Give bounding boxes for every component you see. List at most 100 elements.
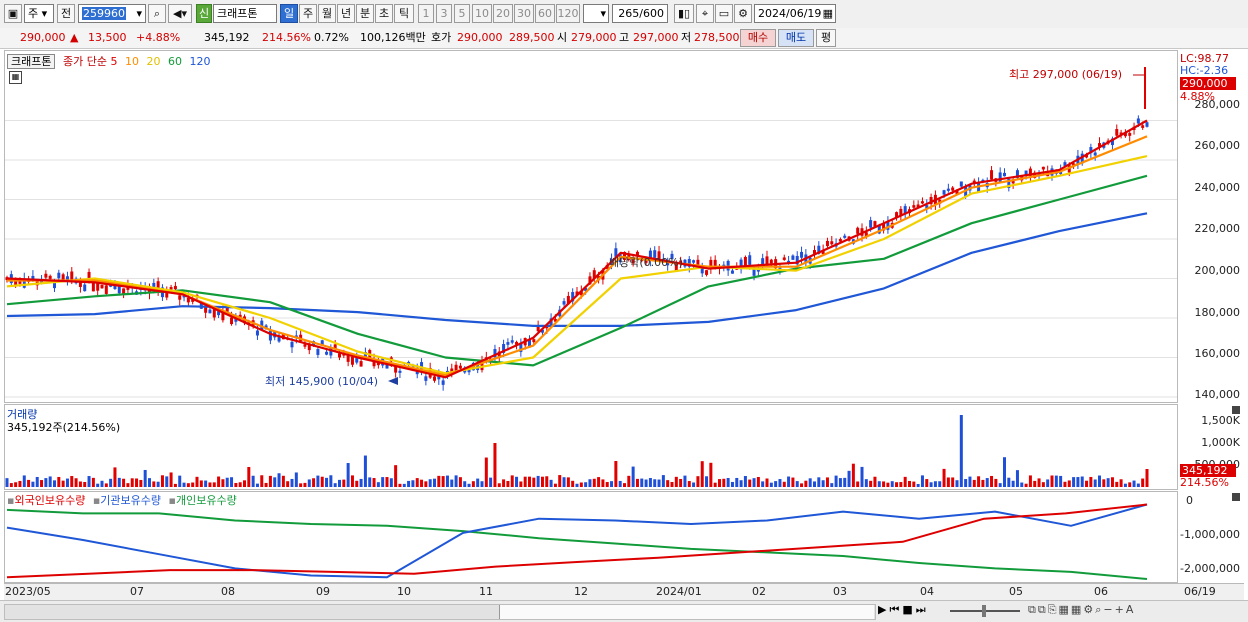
count-field[interactable]: 265/600 xyxy=(612,4,668,23)
candle-body xyxy=(825,240,829,247)
price-chart-panel[interactable]: 크래프톤 종가 단순 5 10 20 60 120 ▦ 최고 297,000 (… xyxy=(4,50,1178,403)
interval-20[interactable]: 20 xyxy=(493,4,513,23)
rewind-icon[interactable]: ⏮ xyxy=(889,603,903,616)
ma-60-label: 60 xyxy=(167,55,182,68)
volume-chart-panel[interactable]: 거래량 345,192주(214.56%) xyxy=(4,404,1178,490)
interval-120[interactable]: 120 xyxy=(556,4,580,23)
interval-1[interactable]: 1 xyxy=(418,4,434,23)
candle-body xyxy=(316,349,320,355)
search-icon[interactable]: ⌕ xyxy=(148,4,166,23)
period-week[interactable]: 주 xyxy=(299,4,317,23)
interval-5[interactable]: 5 xyxy=(454,4,470,23)
volume-bar xyxy=(925,479,929,487)
zoom-in-icon[interactable]: ⌕ xyxy=(1095,603,1104,616)
save-icon[interactable]: ▭ xyxy=(715,4,733,23)
interval-60[interactable]: 60 xyxy=(535,4,555,23)
chevron-down-icon[interactable]: ▾ xyxy=(136,7,142,20)
volume-bar xyxy=(286,481,290,487)
volume-y-axis: 1,500K 1,000K 500,000 345,192 214.56% xyxy=(1178,404,1244,490)
play-controls[interactable]: ▶⏮■⏭ xyxy=(878,603,929,617)
volume-bar xyxy=(389,478,393,487)
volume-bar xyxy=(946,477,950,487)
volume-bar xyxy=(674,476,678,487)
volume-bar xyxy=(981,479,985,487)
zoom-slider-handle[interactable] xyxy=(982,605,986,617)
calendar-icon[interactable]: ▦ xyxy=(822,7,833,20)
candle-body xyxy=(497,351,501,358)
close-icon[interactable] xyxy=(1232,493,1240,501)
interval-10[interactable]: 10 xyxy=(472,4,492,23)
volume-bar xyxy=(1089,476,1093,487)
forward-icon[interactable]: ⏭ xyxy=(915,603,929,616)
stock-name-tag[interactable]: 크래프톤 xyxy=(7,54,56,69)
candle-body xyxy=(493,349,497,358)
holding-chart-panel[interactable]: ▪외국인보유수량 ▪기관보유수량 ▪개인보유수량 xyxy=(4,491,1178,583)
period-year[interactable]: 년 xyxy=(337,4,355,23)
candle-body xyxy=(515,341,519,345)
volume-bar xyxy=(143,469,147,487)
x-label: 05 xyxy=(1009,585,1023,598)
volume-bar xyxy=(1059,475,1063,487)
crosshair-icon[interactable]: ⌖ xyxy=(696,4,714,23)
period-month[interactable]: 월 xyxy=(318,4,336,23)
settings-icon[interactable]: ⚙ xyxy=(1083,603,1096,616)
copy-icon[interactable]: ⎘ xyxy=(1047,603,1059,616)
plus-icon[interactable]: + xyxy=(1114,603,1126,616)
code-input[interactable]: 259960 ▾ xyxy=(78,4,146,23)
period-day[interactable]: 일 xyxy=(280,4,298,23)
eval-button[interactable]: 평 xyxy=(816,29,836,47)
zoom-tools[interactable]: ⧉⧉⎘▦▦⚙⌕−+A xyxy=(1028,603,1135,617)
candle-body xyxy=(40,280,44,284)
stock-name-field[interactable]: 크래프톤 xyxy=(213,4,277,23)
current-volume-tag: 345,192 xyxy=(1180,464,1236,477)
volume-bar xyxy=(230,477,234,487)
date-field[interactable]: 2024/06/19 ▦ xyxy=(754,4,836,23)
scrollbar-thumb[interactable] xyxy=(499,605,874,619)
play-icon[interactable]: ▶ xyxy=(878,603,890,616)
period-minute[interactable]: 분 xyxy=(356,4,374,23)
sell-button[interactable]: 매도 xyxy=(778,29,814,47)
market-type-select[interactable]: 주 ▾ xyxy=(24,4,54,23)
volume-bar xyxy=(445,475,449,487)
layout-icon[interactable]: ▣ xyxy=(4,4,22,23)
close-icon[interactable] xyxy=(1232,406,1240,414)
volume-bar xyxy=(1067,480,1071,487)
period-tick[interactable]: 틱 xyxy=(394,4,414,23)
volume-bar xyxy=(1007,477,1011,487)
volume-bar xyxy=(467,483,471,487)
volume-bar xyxy=(424,481,428,487)
volume-bar xyxy=(510,475,514,487)
interval-custom[interactable]: ▾ xyxy=(583,4,609,23)
period-second[interactable]: 초 xyxy=(375,4,393,23)
volume-bar xyxy=(31,481,35,487)
candle-body xyxy=(398,370,402,373)
quote-high: 297,000 xyxy=(633,31,679,44)
volume-bar xyxy=(303,482,307,487)
scrollbar[interactable] xyxy=(4,604,876,620)
speaker-icon[interactable]: ◀▾ xyxy=(168,4,192,23)
volume-bar xyxy=(156,481,160,487)
buy-button[interactable]: 매수 xyxy=(740,29,776,47)
stop-icon[interactable]: ■ xyxy=(902,603,916,616)
font-icon[interactable]: A xyxy=(1125,603,1136,616)
candle-icon[interactable]: ▮▯ xyxy=(674,4,694,23)
minus-icon[interactable]: − xyxy=(1103,603,1115,616)
candle-body xyxy=(920,201,924,204)
window-icon[interactable]: ⧉⧉ xyxy=(1028,603,1048,616)
volume-bar xyxy=(778,479,782,487)
volume-bar xyxy=(648,478,652,487)
volume-bar xyxy=(420,479,424,487)
candle-body xyxy=(545,326,549,329)
candle-body xyxy=(122,288,126,294)
grid-icon[interactable]: ▦ xyxy=(9,71,22,84)
interval-3[interactable]: 3 xyxy=(436,4,452,23)
gear-icon[interactable]: ⚙ xyxy=(734,4,752,23)
price-chart-svg xyxy=(5,67,1177,398)
prev-button[interactable]: 전 xyxy=(57,4,75,23)
quote-volume-ratio: 214.56% xyxy=(262,31,311,44)
volume-bar xyxy=(476,478,480,487)
grid-icon[interactable]: ▦▦ xyxy=(1058,603,1084,616)
candle-body xyxy=(1011,179,1015,184)
zoom-slider[interactable] xyxy=(950,605,1020,617)
interval-30[interactable]: 30 xyxy=(514,4,534,23)
